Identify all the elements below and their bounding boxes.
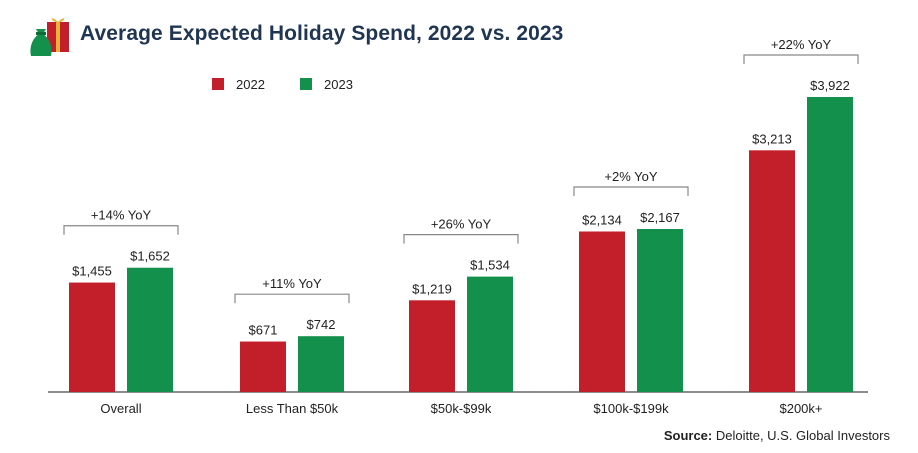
- source-text: Deloitte, U.S. Global Investors: [715, 428, 890, 443]
- yoy-annotation: +14% YoY: [91, 208, 152, 223]
- source-label: Source:: [663, 428, 713, 443]
- bar-2022-3: [579, 231, 625, 392]
- bar-2022-4: [749, 150, 795, 392]
- bar-2023-3: [637, 229, 683, 392]
- bar-value-label: $2,134: [582, 212, 622, 227]
- bar-value-label: $3,213: [752, 131, 792, 146]
- yoy-bracket: [573, 186, 689, 197]
- x-tick-label: $100k-$199k: [593, 401, 669, 416]
- x-tick-label: Less Than $50k: [246, 401, 339, 416]
- legend-swatch-2022: [212, 78, 224, 90]
- yoy-bracket: [403, 234, 519, 244]
- bar-value-label: $671: [249, 323, 278, 338]
- bar-value-label: $1,534: [470, 258, 510, 273]
- bar-2023-4: [807, 97, 853, 392]
- bar-value-label: $1,219: [412, 281, 452, 296]
- bar-2023-2: [467, 276, 513, 392]
- legend-label-2023: 2023: [324, 77, 353, 92]
- yoy-bracket: [743, 54, 859, 64]
- bar-2023-0: [127, 267, 173, 392]
- yoy-bracket: [234, 293, 350, 304]
- bar-value-label: $2,167: [640, 210, 680, 225]
- x-tick-label: $200k+: [779, 401, 822, 416]
- bar-value-label: $1,455: [72, 264, 112, 279]
- bar-value-label: $742: [307, 317, 336, 332]
- yoy-annotation: +2% YoY: [604, 169, 657, 184]
- x-tick-label: Overall: [100, 401, 141, 416]
- bar-value-label: $1,652: [130, 249, 170, 264]
- yoy-annotation: +11% YoY: [262, 276, 322, 291]
- bar-2023-1: [298, 336, 344, 392]
- gift-bag-icon: [30, 18, 69, 56]
- yoy-annotation: +26% YoY: [431, 217, 492, 232]
- yoy-bracket: [63, 225, 179, 235]
- chart-title: Average Expected Holiday Spend, 2022 vs.…: [80, 22, 564, 45]
- legend-swatch-2023: [300, 78, 312, 90]
- bar-2022-2: [409, 300, 455, 392]
- source-note: Source: Deloitte, U.S. Global Investors: [664, 428, 890, 443]
- legend-label-2022: 2022: [236, 77, 265, 92]
- bar-2022-1: [240, 341, 286, 392]
- yoy-annotation: +22% YoY: [771, 37, 832, 52]
- x-tick-label: $50k-$99k: [431, 401, 492, 416]
- bar-value-label: $3,922: [810, 78, 850, 93]
- bar-2022-0: [69, 282, 115, 392]
